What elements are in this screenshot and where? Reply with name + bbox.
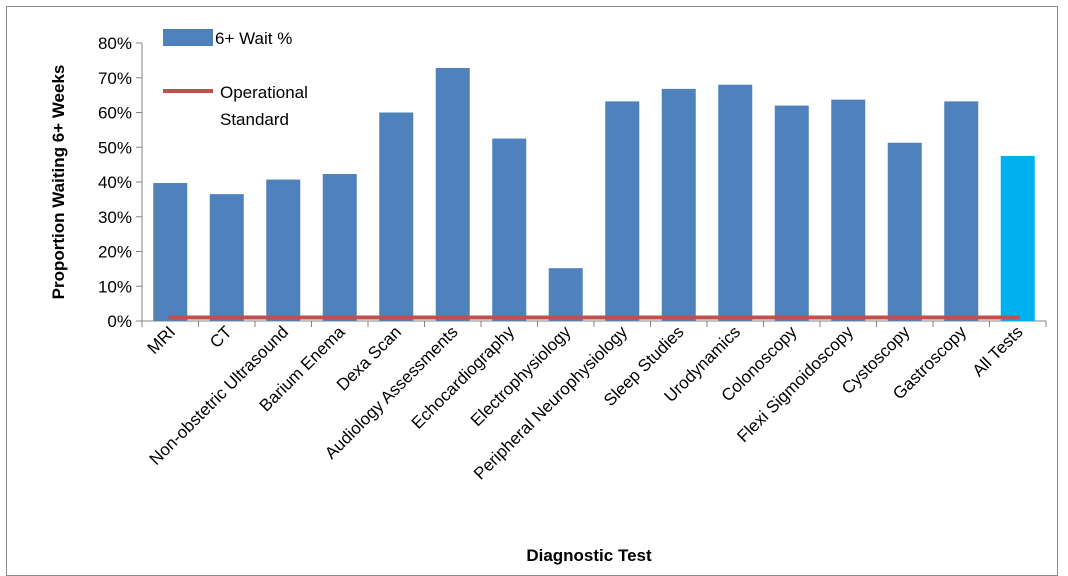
x-tick-label: Electrophysiology <box>467 322 575 430</box>
bar <box>831 99 866 321</box>
y-tick-label: 70% <box>98 69 132 88</box>
y-tick-label: 40% <box>98 173 132 192</box>
y-axis-title: Proportion Waiting 6+ Weeks <box>49 65 68 300</box>
bar <box>266 179 301 321</box>
x-tick-label: All Tests <box>969 322 1027 380</box>
bar <box>774 105 809 321</box>
y-tick-label: 0% <box>107 312 132 331</box>
legend-line-label-1: Operational <box>220 83 308 102</box>
y-tick-label: 10% <box>98 277 132 296</box>
bar <box>492 138 527 321</box>
y-tick-label: 60% <box>98 104 132 123</box>
x-tick-label: Echocardiography <box>408 322 519 433</box>
bar <box>435 68 470 322</box>
legend-bar-label: 6+ Wait % <box>215 29 292 48</box>
y-tick-label: 20% <box>98 243 132 262</box>
x-axis-title: Diagnostic Test <box>526 546 652 565</box>
legend-bar-swatch <box>163 29 213 46</box>
legend-line-label: Operational Standard <box>220 83 313 129</box>
bar <box>887 142 922 321</box>
bar <box>944 101 979 321</box>
bar <box>1000 155 1035 321</box>
legend-line-label-2: Standard <box>220 110 289 129</box>
y-tick-label: 80% <box>98 34 132 53</box>
bars <box>153 68 1035 322</box>
bar <box>548 268 583 321</box>
bar <box>209 194 244 321</box>
bar <box>322 174 357 321</box>
legend: 6+ Wait % Operational Standard <box>163 29 313 129</box>
x-tick-label: MRI <box>144 322 179 357</box>
bar <box>379 112 414 321</box>
bar <box>661 88 696 322</box>
y-tick-label: 50% <box>98 138 132 157</box>
bar <box>605 101 640 321</box>
bar <box>153 183 188 321</box>
bar <box>718 84 753 321</box>
x-tick-label: CT <box>206 322 235 351</box>
y-tick-label: 30% <box>98 208 132 227</box>
